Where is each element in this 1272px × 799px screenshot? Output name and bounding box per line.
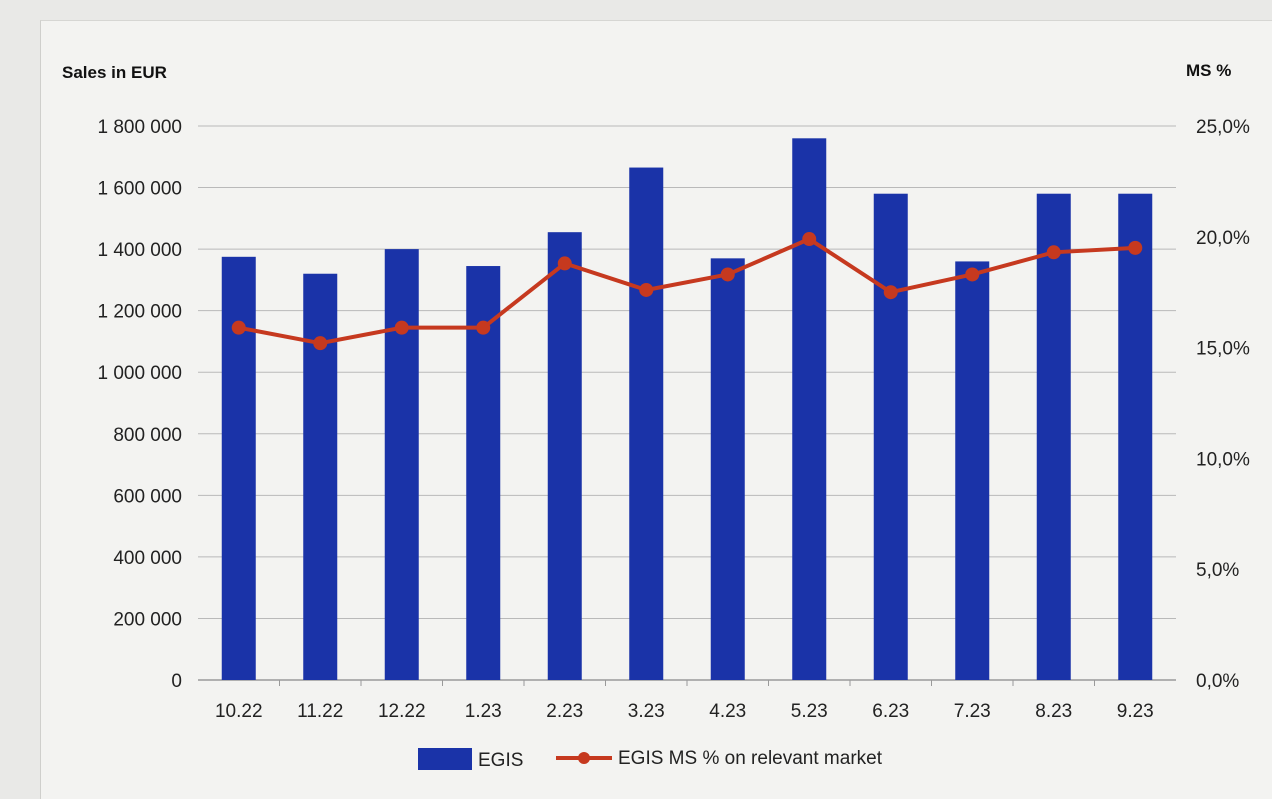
left-tick-label: 400 000 — [113, 548, 182, 569]
category-label: 9.23 — [1117, 701, 1154, 722]
left-tick-label: 1 000 000 — [97, 363, 182, 384]
legend-swatch-bar — [418, 748, 472, 770]
share-point — [1128, 241, 1142, 255]
category-label: 12.22 — [378, 701, 426, 722]
share-point — [802, 232, 816, 246]
bar — [303, 274, 337, 680]
legend-label-line: EGIS MS % on relevant market — [618, 748, 883, 769]
right-tick-label: 10,0% — [1196, 449, 1250, 470]
bar — [711, 258, 745, 680]
right-tick-label: 0,0% — [1196, 671, 1239, 692]
category-label: 7.23 — [954, 701, 991, 722]
category-label: 6.23 — [872, 701, 909, 722]
left-tick-label: 1 200 000 — [97, 302, 182, 323]
legend: EGIS EGIS MS % on relevant market — [418, 748, 883, 771]
share-point — [884, 285, 898, 299]
right-tick-label: 15,0% — [1196, 339, 1250, 360]
left-axis-ticks: 0 200 000 400 000 600 000 800 000 1 000 000 1 … — [97, 117, 182, 692]
bar — [1037, 194, 1071, 680]
right-tick-label: 20,0% — [1196, 228, 1250, 249]
right-axis-title: MS % — [1186, 61, 1231, 80]
category-label: 8.23 — [1035, 701, 1072, 722]
gridlines — [198, 126, 1176, 680]
left-tick-label: 1 400 000 — [97, 240, 182, 261]
left-tick-label: 200 000 — [113, 609, 182, 630]
right-tick-label: 25,0% — [1196, 117, 1250, 138]
share-point — [232, 321, 246, 335]
bar — [222, 257, 256, 680]
category-label: 4.23 — [709, 701, 746, 722]
share-point — [1047, 245, 1061, 259]
bar — [792, 138, 826, 680]
category-label: 10.22 — [215, 701, 263, 722]
bar — [629, 168, 663, 680]
right-axis-ticks: 0,0% 5,0% 10,0% 15,0% 20,0% 25,0% — [1196, 117, 1250, 692]
legend-label-bar: EGIS — [478, 750, 523, 771]
share-point — [721, 267, 735, 281]
share-point — [965, 267, 979, 281]
category-label: 11.22 — [297, 701, 343, 722]
bar — [548, 232, 582, 680]
left-tick-label: 1 800 000 — [97, 117, 182, 138]
bar — [1118, 194, 1152, 680]
bar — [955, 261, 989, 680]
bar — [385, 249, 419, 680]
legend-line-marker — [578, 752, 590, 764]
share-point — [313, 336, 327, 350]
left-tick-label: 800 000 — [113, 425, 182, 446]
share-point — [395, 321, 409, 335]
category-label: 1.23 — [465, 701, 502, 722]
category-labels: 10.22 11.22 12.22 1.23 2.23 3.23 4.23 5.23 6.23 7… — [215, 680, 1154, 722]
right-tick-label: 5,0% — [1196, 560, 1239, 581]
share-line-path — [239, 239, 1136, 343]
share-point — [639, 283, 653, 297]
category-label: 5.23 — [791, 701, 828, 722]
left-axis-title: Sales in EUR — [62, 63, 167, 82]
category-label: 2.23 — [546, 701, 583, 722]
left-tick-label: 1 600 000 — [97, 179, 182, 200]
share-point — [558, 256, 572, 270]
left-tick-label: 600 000 — [113, 486, 182, 507]
share-point — [476, 321, 490, 335]
bar — [874, 194, 908, 680]
left-tick-label: 0 — [171, 671, 182, 692]
bars — [222, 138, 1153, 680]
category-label: 3.23 — [628, 701, 665, 722]
share-line — [232, 232, 1143, 350]
